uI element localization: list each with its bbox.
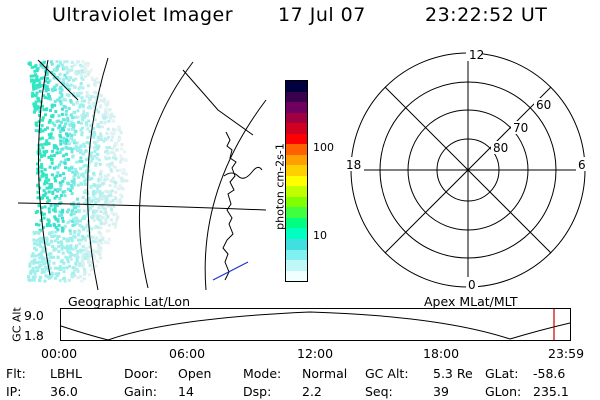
colorbar-swatch (286, 228, 307, 239)
info-key: Door: (124, 366, 159, 381)
colorbar-swatch (286, 270, 307, 282)
colorbar-swatch (286, 123, 307, 134)
colorbar-swatch (286, 238, 307, 250)
colorbar-swatch (286, 133, 307, 145)
info-value: 2.2 (302, 384, 322, 399)
geographic-map-label: Geographic Lat/Lon (68, 294, 190, 309)
colorbar-swatch (286, 112, 307, 124)
colorbar-tick-100: 100 (313, 141, 334, 154)
lat-label-80: 80 (493, 141, 508, 155)
info-key: Gain: (124, 384, 157, 399)
meridian-3 (182, 69, 254, 136)
colorbar-unit-label: photon cm-2s-1 (273, 143, 287, 230)
orbit-xtick-2359: 23:59 (548, 346, 585, 361)
colorbar-swatch (286, 81, 307, 92)
info-value: 14 (178, 384, 194, 399)
spacecraft-track (212, 261, 249, 281)
lat-label-70: 70 (513, 121, 528, 135)
orbit-axis-label: GC Alt (10, 307, 24, 342)
orbit-xtick-0600: 06:00 (169, 346, 206, 361)
colorbar-swatch (286, 102, 307, 113)
info-value: 5.3 Re (433, 366, 473, 381)
mlt-label-6: 6 (578, 158, 586, 172)
info-value: 235.1 (533, 384, 569, 399)
date-label: 17 Jul 07 (278, 4, 366, 26)
meridian-1 (18, 202, 267, 211)
lat-arc-3 (139, 61, 194, 289)
info-value: LBHL (50, 366, 82, 381)
colorbar-swatch (286, 217, 307, 229)
lat-arc-2 (87, 57, 109, 291)
lat-arc-4 (204, 99, 267, 291)
orbit-altitude-curve (60, 311, 571, 341)
time-label: 23:22:52 UT (425, 4, 548, 26)
aurora-emission-region (27, 60, 129, 283)
geographic-map (18, 57, 267, 291)
apex-map-label: Apex MLat/MLT (424, 294, 518, 309)
orbit-xtick-1200: 12:00 (297, 346, 334, 361)
info-key: GLat: (485, 366, 519, 381)
colorbar-swatch (286, 249, 307, 261)
info-value: Open (178, 366, 212, 381)
app-title: Ultraviolet Imager (52, 4, 234, 26)
polar-mlat-mlt-plot: 12 18 6 0 60 70 80 (344, 47, 590, 292)
coastline-detail (223, 166, 263, 179)
colorbar-swatch (286, 196, 307, 208)
info-key: Seq: (365, 384, 393, 399)
info-key: GLon: (485, 384, 522, 399)
orbit-frame (60, 308, 571, 341)
polar-diagonal-2 (384, 86, 552, 254)
colorbar-swatch (286, 165, 307, 176)
info-key: Mode: (243, 366, 282, 381)
info-value: Normal (302, 366, 348, 381)
info-value: 39 (433, 384, 449, 399)
coastline (222, 131, 237, 281)
colorbar-swatch (286, 144, 307, 155)
colorbar-swatch (286, 260, 307, 271)
colorbar-swatch (286, 186, 307, 197)
colorbar-swatch (286, 207, 307, 218)
colorbar-swatch (286, 154, 307, 166)
info-value: 36.0 (50, 384, 78, 399)
info-key: GC Alt: (365, 366, 409, 381)
orbit-ytick-min: 1.8 (24, 328, 44, 343)
lat-label-60: 60 (536, 98, 551, 112)
orbit-altitude-plot (60, 308, 571, 341)
orbit-xtick-1800: 18:00 (423, 346, 460, 361)
colorbar (285, 80, 308, 282)
mlt-label-18: 18 (346, 158, 361, 172)
colorbar-tick-10: 10 (313, 229, 327, 242)
info-key: Dsp: (243, 384, 272, 399)
colorbar-swatch (286, 175, 307, 187)
info-key: Flt: (6, 366, 26, 381)
info-value: -58.6 (533, 366, 566, 381)
mlt-label-12: 12 (469, 48, 484, 62)
orbit-ytick-max: 9.0 (24, 308, 44, 323)
lat-arc-1 (37, 59, 51, 276)
orbit-xtick-0000: 00:00 (41, 346, 78, 361)
meridian-2 (37, 59, 79, 101)
colorbar-swatch (286, 91, 307, 103)
info-key: IP: (6, 384, 22, 399)
mlt-label-0: 0 (468, 278, 476, 292)
